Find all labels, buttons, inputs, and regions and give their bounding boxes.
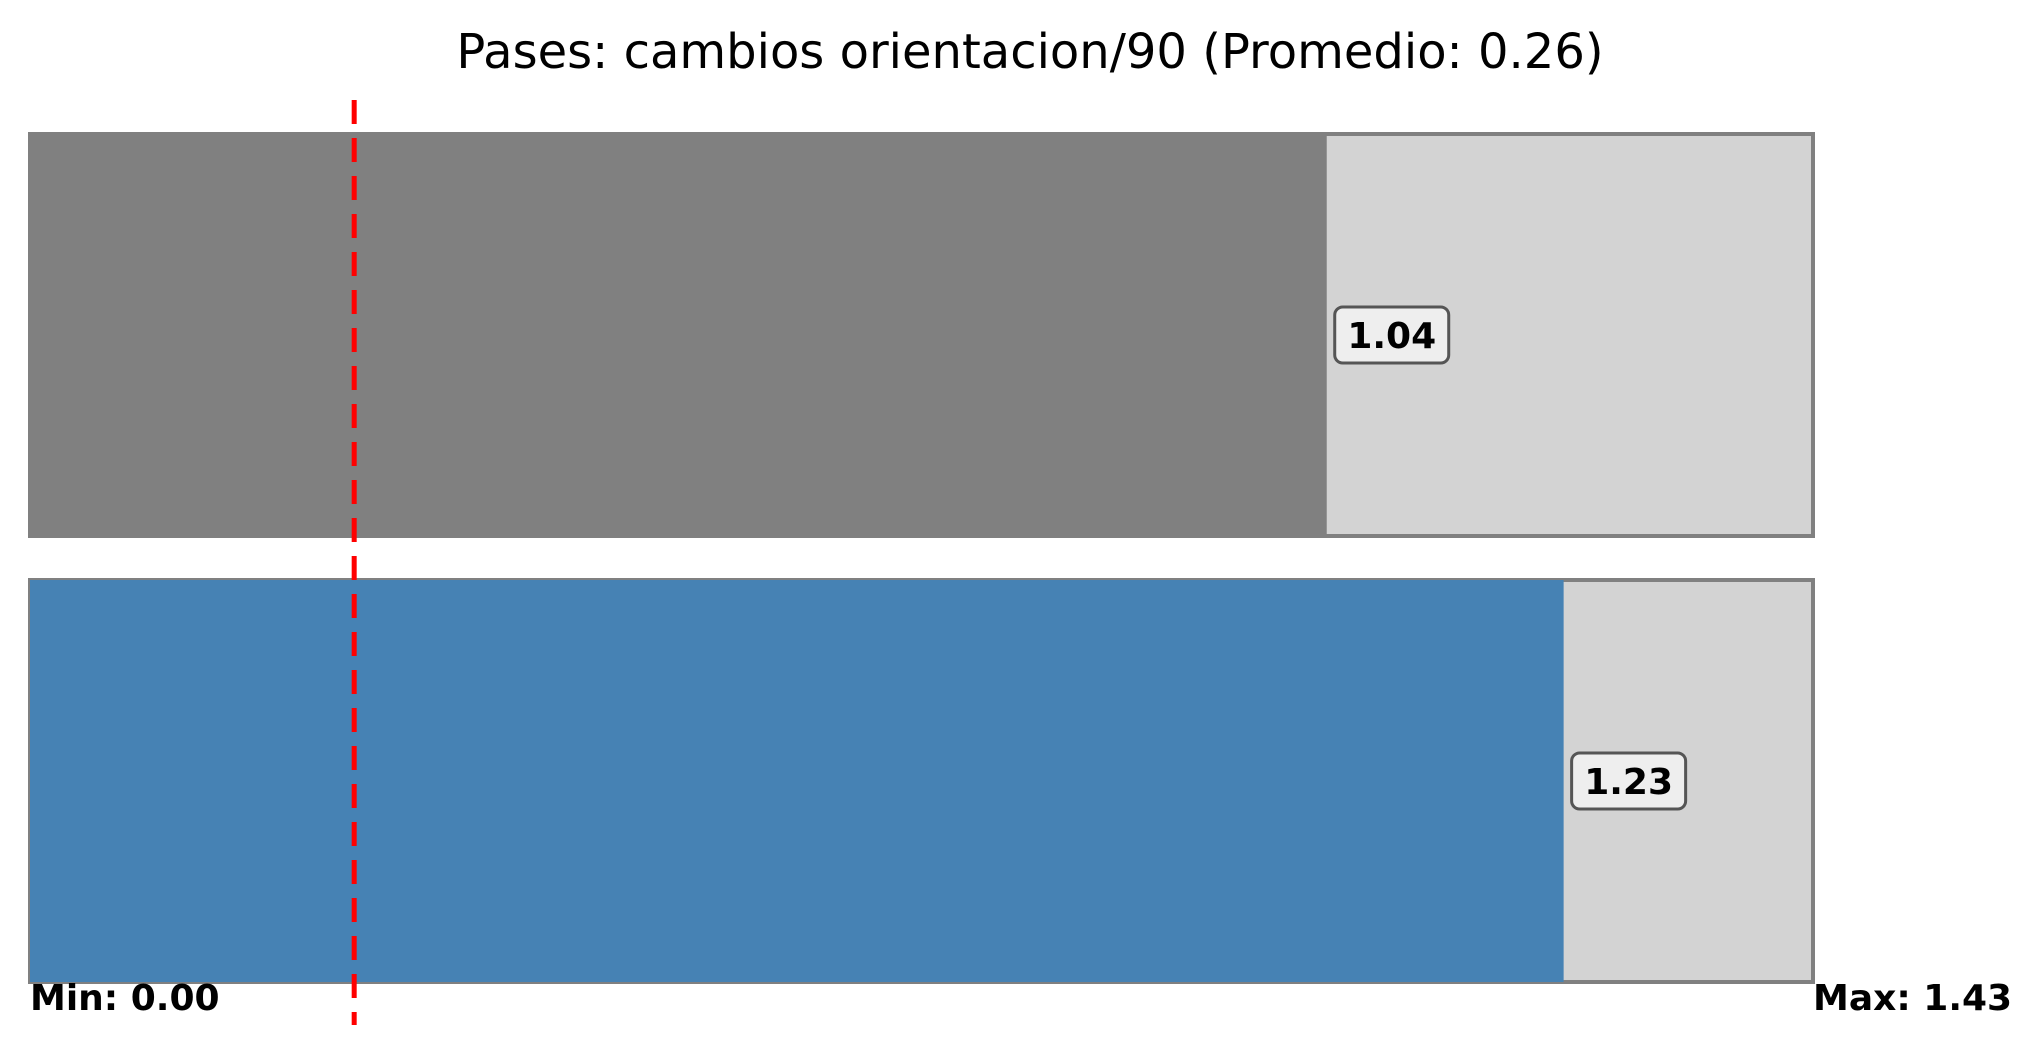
min-label: Min: 0.00 (30, 978, 220, 1019)
bar (30, 134, 1327, 536)
value-label: 1.23 (1584, 762, 1673, 803)
chart-title: Pases: cambios orientacion/90 (Promedio:… (456, 24, 1603, 80)
value-label-box (1333, 305, 1451, 365)
bar (30, 580, 1564, 982)
bars: 1.04 1.23 (28, 132, 1815, 984)
max-label: Max: 1.43 (1813, 978, 2012, 1019)
value-label-box (1570, 751, 1688, 811)
value-label: 1.04 (1347, 316, 1436, 357)
